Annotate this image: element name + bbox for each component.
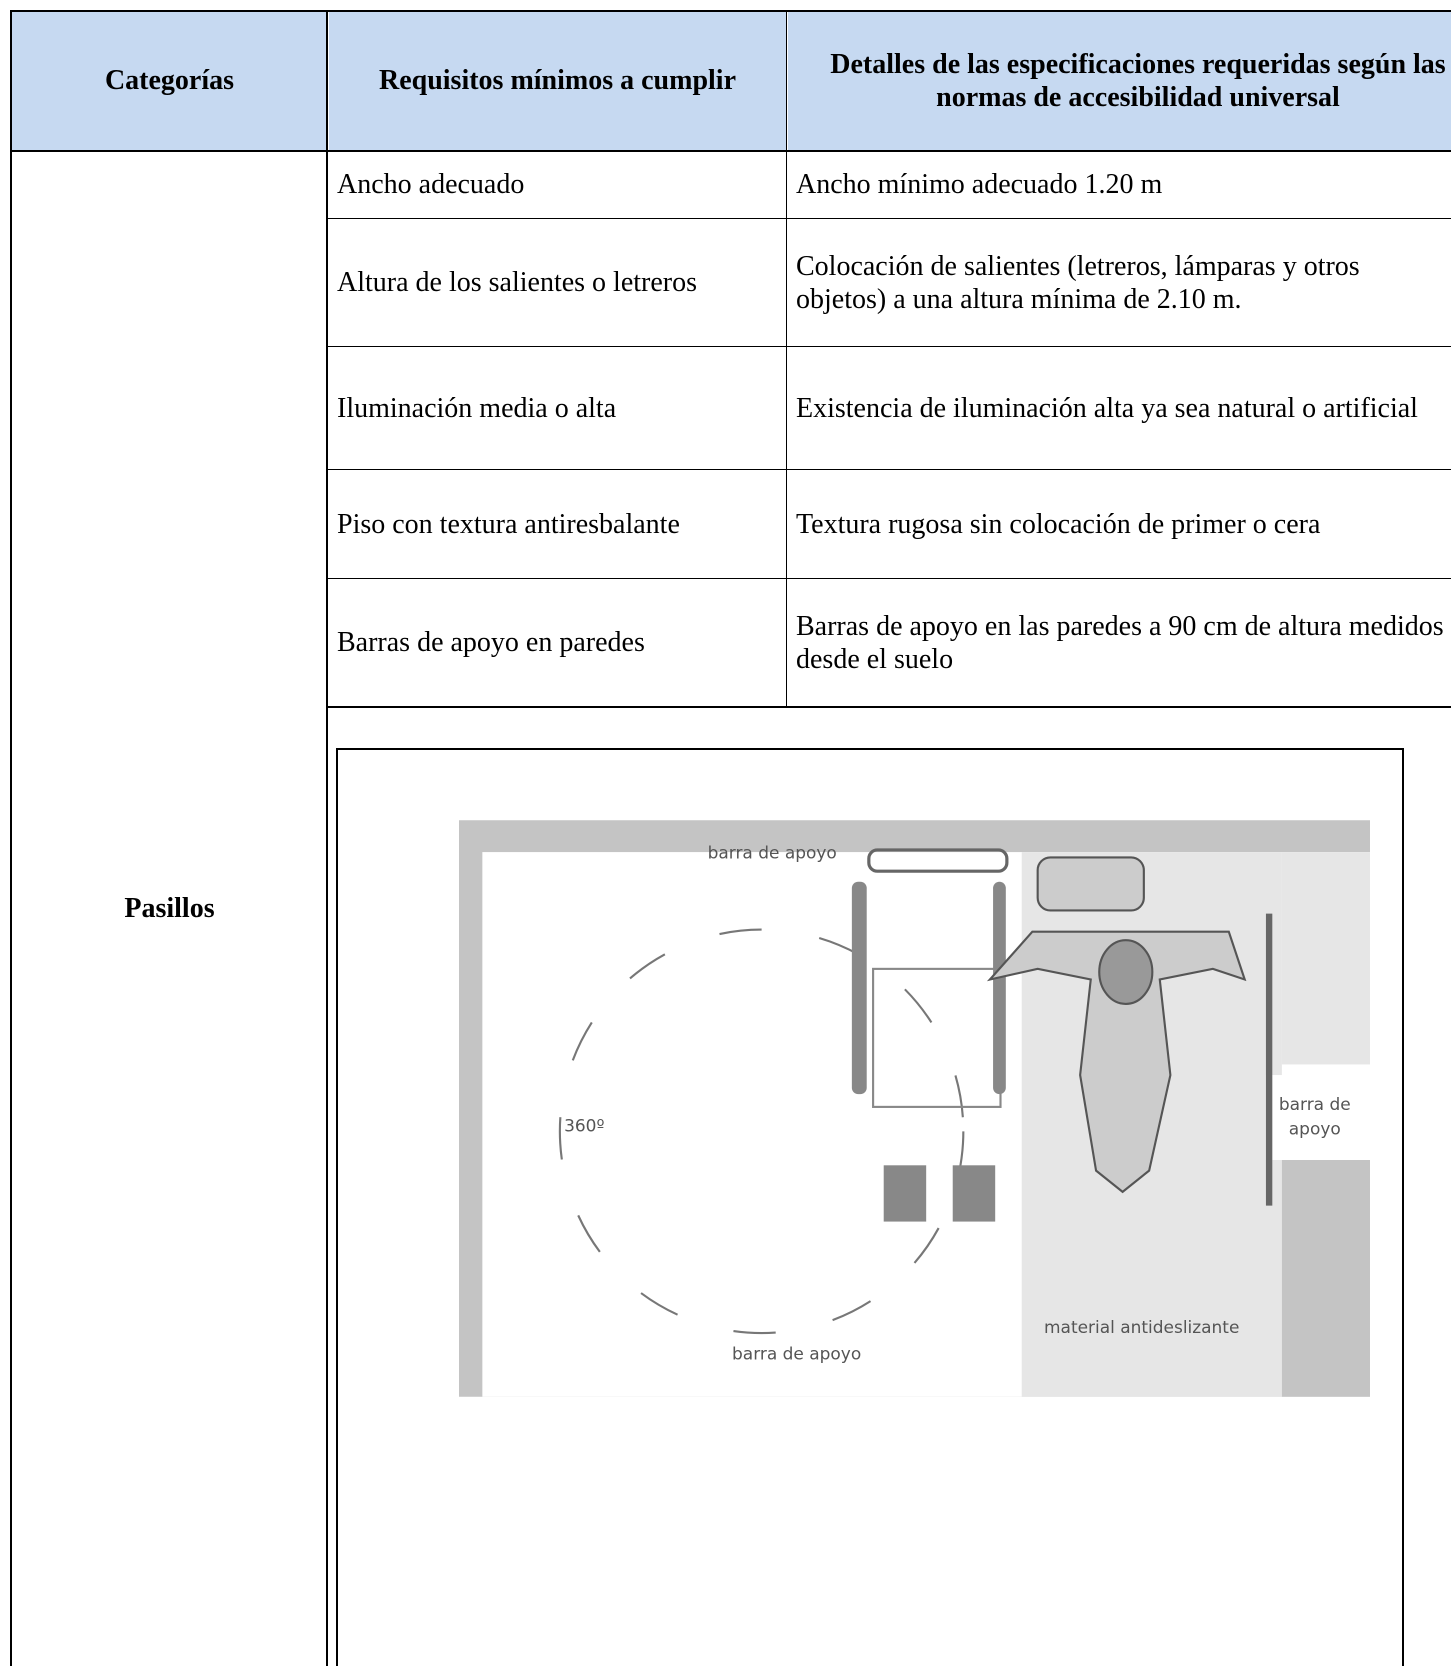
border <box>326 10 328 1666</box>
header-cell: Categorías <box>12 12 327 151</box>
diagram-label: barra de apoyo <box>732 1345 861 1365</box>
requirement-cell: Ancho adecuado <box>337 169 525 201</box>
row-border <box>326 469 1451 470</box>
requirement-cell: Piso con textura antiresbalante <box>337 508 680 540</box>
row-border <box>326 706 1451 708</box>
accessibility-diagram: barra de apoyo 360º barra de apoyo barra… <box>459 820 1370 1397</box>
turning-circle <box>558 928 965 1335</box>
detail-cell: Barras de apoyo en las paredes a 90 cm d… <box>796 611 1444 675</box>
requirement-cell: Iluminación media o alta <box>337 392 617 424</box>
diagram-label: 360º <box>564 1116 604 1136</box>
footrest <box>952 1165 996 1222</box>
requirement-cell: Altura de los salientes o letreros <box>337 267 698 299</box>
footrest <box>883 1165 927 1222</box>
textured-floor <box>1281 852 1370 1065</box>
diagram-label: apoyo <box>1289 1120 1341 1140</box>
row-border <box>326 218 1451 219</box>
border <box>10 10 12 1666</box>
grab-bar <box>867 848 1009 873</box>
wall <box>1281 1159 1370 1397</box>
detail-cell: Ancho mínimo adecuado 1.20 m <box>796 169 1163 201</box>
diagram-label: material antideslizante <box>1044 1318 1239 1338</box>
category-cell: Pasillos <box>124 893 215 925</box>
wheelchair-frame <box>872 967 1002 1108</box>
person-head <box>1098 939 1154 1005</box>
header-cell: Requisitos mínimos a cumplir <box>329 12 786 151</box>
border <box>10 150 1451 152</box>
row-border <box>326 346 1451 347</box>
pillow <box>1036 856 1145 912</box>
header-cell: Detalles de las especificaciones requeri… <box>788 12 1451 151</box>
border <box>786 10 787 707</box>
person <box>986 930 1247 1194</box>
diagram-label: barra de apoyo <box>708 843 837 863</box>
image-frame <box>336 748 1404 1666</box>
detail-cell: Colocación de salientes (letreros, lámpa… <box>796 251 1360 315</box>
detail-cell: Textura rugosa sin colocación de primer … <box>796 508 1321 540</box>
row-border <box>326 578 1451 579</box>
detail-cell: Existencia de iluminación alta ya sea na… <box>796 392 1418 424</box>
requirement-cell: Barras de apoyo en paredes <box>337 627 645 659</box>
label-box <box>1265 1075 1370 1160</box>
wheel <box>851 881 867 1095</box>
diagram-label: barra de <box>1279 1095 1351 1115</box>
border <box>10 10 1451 12</box>
